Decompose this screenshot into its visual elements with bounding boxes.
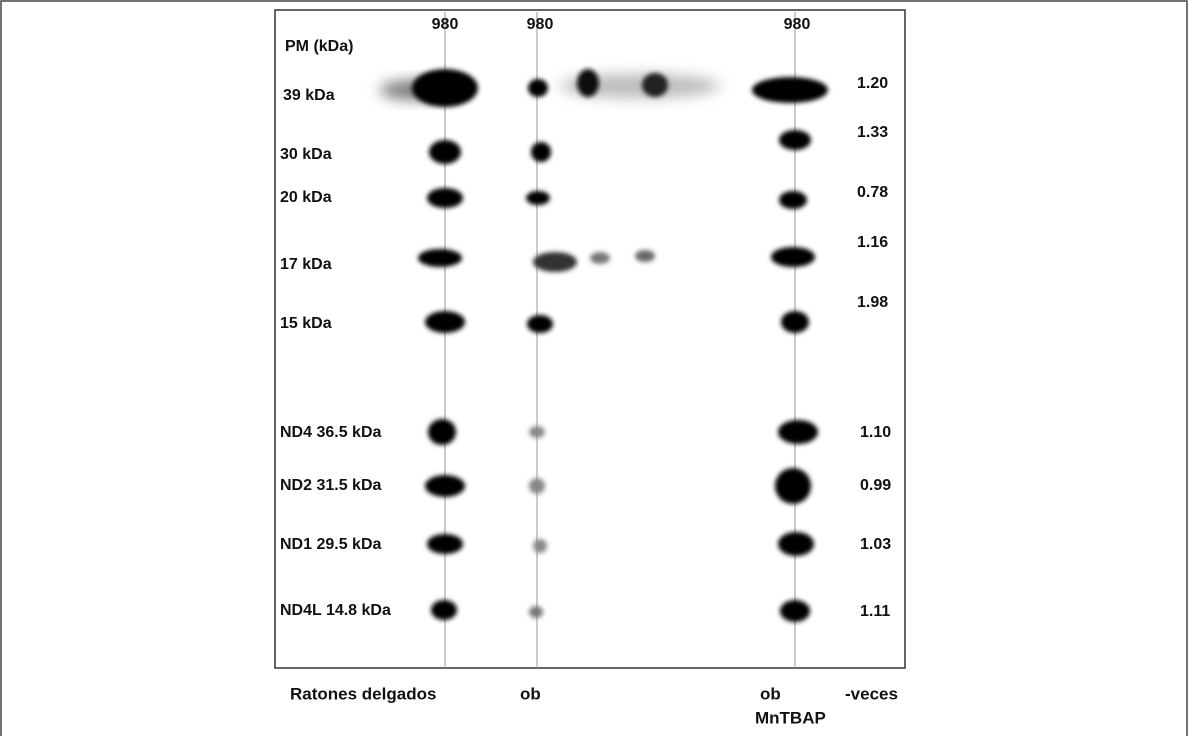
fold-value: 1.20 xyxy=(857,75,888,92)
fold-label: -veces xyxy=(845,684,898,703)
spot xyxy=(771,247,815,267)
spot xyxy=(775,468,811,504)
spot xyxy=(781,311,809,333)
spot xyxy=(577,69,599,97)
spot xyxy=(527,315,553,333)
fold-value: 1.16 xyxy=(857,234,888,251)
fold-value: 1.11 xyxy=(860,603,890,620)
marker-label: 17 kDa xyxy=(280,256,332,273)
spot xyxy=(418,249,462,267)
spot xyxy=(531,142,551,162)
spot xyxy=(529,478,545,494)
fold-value: 1.98 xyxy=(857,294,888,311)
marker-label: 20 kDa xyxy=(280,189,332,206)
fold-value: 1.33 xyxy=(857,124,888,141)
fold-value: 1.03 xyxy=(860,536,891,553)
spot xyxy=(642,73,668,97)
spot xyxy=(427,534,463,554)
group-sublabel: MnTBAP xyxy=(755,708,826,727)
gel-frame xyxy=(275,10,905,668)
figure: 980 980 980 PM (kDa) 39 kDa 30 kDa 20 kD… xyxy=(0,0,1189,736)
lane-lines xyxy=(445,12,795,668)
spot xyxy=(431,600,457,620)
marker-label: 30 kDa xyxy=(280,146,332,163)
spot xyxy=(526,191,550,205)
marker-label: ND4L 14.8 kDa xyxy=(280,602,391,619)
fold-value: 1.10 xyxy=(860,424,891,441)
outer-frame xyxy=(1,1,1187,736)
marker-label: ND2 31.5 kDa xyxy=(280,477,381,494)
lane-header: 980 xyxy=(527,16,554,33)
spot xyxy=(425,475,465,497)
spot xyxy=(533,252,577,272)
group-label: ob xyxy=(520,684,541,703)
spot xyxy=(428,419,456,445)
fold-value: 0.78 xyxy=(857,184,888,201)
spot xyxy=(779,130,811,150)
spot xyxy=(752,77,828,103)
spots xyxy=(380,69,828,622)
group-label: Ratones delgados xyxy=(290,684,436,703)
marker-header: PM (kDa) xyxy=(285,38,353,55)
spot xyxy=(427,188,463,208)
spot xyxy=(779,191,807,209)
marker-label: ND4 36.5 kDa xyxy=(280,424,381,441)
marker-label: 15 kDa xyxy=(280,315,332,332)
spot xyxy=(425,311,465,333)
spot xyxy=(780,600,810,622)
spot xyxy=(590,252,610,264)
marker-label: ND1 29.5 kDa xyxy=(280,536,381,553)
lane-header: 980 xyxy=(432,16,459,33)
spot xyxy=(778,420,818,444)
spot xyxy=(529,426,545,438)
fold-value: 0.99 xyxy=(860,477,891,494)
lane-header: 980 xyxy=(784,16,811,33)
marker-label: 39 kDa xyxy=(283,87,335,104)
spot xyxy=(778,532,814,556)
spot xyxy=(412,69,478,107)
spot xyxy=(529,606,543,618)
spot xyxy=(528,79,548,97)
spot xyxy=(533,539,547,553)
spot xyxy=(429,140,461,164)
group-label: ob xyxy=(760,684,781,703)
spot xyxy=(635,250,655,262)
